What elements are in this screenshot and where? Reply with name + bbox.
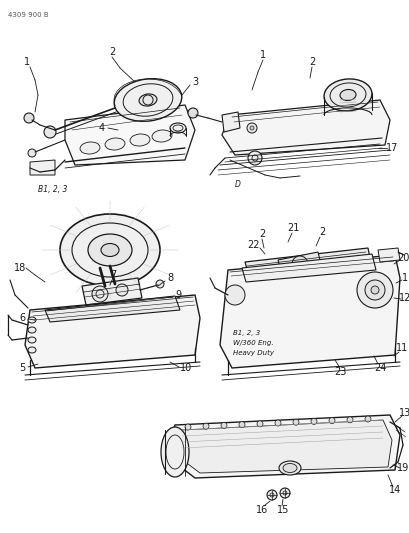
Circle shape [116, 284, 128, 296]
Polygon shape [220, 255, 399, 368]
Polygon shape [241, 254, 375, 282]
Text: D: D [234, 180, 240, 189]
Circle shape [28, 149, 36, 157]
Ellipse shape [114, 79, 181, 122]
Circle shape [184, 424, 191, 430]
Circle shape [220, 422, 227, 429]
Text: 24: 24 [373, 363, 385, 373]
Text: 2: 2 [308, 57, 315, 67]
Circle shape [188, 108, 198, 118]
Circle shape [291, 256, 307, 272]
Circle shape [238, 422, 245, 427]
Ellipse shape [105, 138, 125, 150]
Text: B1, 2, 3: B1, 2, 3 [38, 185, 67, 194]
Circle shape [92, 286, 108, 302]
Text: 1: 1 [259, 50, 265, 60]
Text: 7: 7 [110, 270, 116, 280]
Ellipse shape [28, 347, 36, 353]
Text: 14: 14 [388, 485, 400, 495]
Circle shape [274, 420, 280, 426]
Circle shape [370, 286, 378, 294]
Circle shape [155, 280, 164, 288]
Text: 4: 4 [99, 123, 105, 133]
Polygon shape [221, 112, 239, 132]
Ellipse shape [28, 327, 36, 333]
Text: 22: 22 [247, 240, 260, 250]
Circle shape [246, 123, 256, 133]
Text: 15: 15 [276, 505, 288, 515]
Circle shape [310, 418, 316, 424]
Text: 20: 20 [396, 253, 408, 263]
Ellipse shape [323, 79, 371, 111]
Ellipse shape [88, 234, 132, 266]
Text: 4309 900 B: 4309 900 B [8, 12, 49, 18]
Ellipse shape [101, 244, 119, 256]
Circle shape [279, 488, 289, 498]
Polygon shape [277, 252, 321, 275]
Text: 8: 8 [166, 273, 173, 283]
Text: 11: 11 [395, 343, 407, 353]
Circle shape [266, 490, 276, 500]
Ellipse shape [130, 134, 150, 146]
Polygon shape [377, 248, 399, 262]
Polygon shape [172, 420, 391, 473]
Ellipse shape [28, 337, 36, 343]
Circle shape [356, 272, 392, 308]
Text: 23: 23 [333, 367, 345, 377]
Circle shape [364, 416, 370, 422]
Text: 16: 16 [255, 505, 267, 515]
Text: 19: 19 [396, 463, 408, 473]
Text: 2: 2 [109, 47, 115, 57]
Ellipse shape [139, 94, 157, 106]
Text: 18: 18 [14, 263, 26, 273]
Circle shape [256, 421, 262, 427]
Text: Heavy Duty: Heavy Duty [232, 350, 273, 356]
Text: 2: 2 [258, 229, 265, 239]
Polygon shape [25, 295, 200, 368]
Polygon shape [164, 415, 399, 478]
Polygon shape [245, 248, 371, 280]
Circle shape [247, 151, 261, 165]
Ellipse shape [282, 464, 296, 472]
Circle shape [202, 423, 209, 429]
Text: 2: 2 [318, 227, 324, 237]
Polygon shape [65, 105, 195, 165]
Text: 12: 12 [398, 293, 409, 303]
Text: 17: 17 [385, 143, 397, 153]
Polygon shape [45, 296, 180, 322]
Text: 13: 13 [398, 408, 409, 418]
Text: 1: 1 [24, 57, 30, 67]
Text: 5: 5 [19, 363, 25, 373]
Text: W/360 Eng.: W/360 Eng. [232, 340, 273, 346]
Ellipse shape [161, 427, 189, 477]
Ellipse shape [170, 123, 186, 133]
Circle shape [44, 126, 56, 138]
Ellipse shape [28, 317, 36, 323]
Text: 3: 3 [191, 77, 198, 87]
Text: 21: 21 [286, 223, 299, 233]
Circle shape [292, 419, 298, 425]
Circle shape [143, 95, 153, 105]
Text: B1, 2, 3: B1, 2, 3 [232, 330, 260, 336]
Circle shape [346, 417, 352, 423]
Text: 6: 6 [19, 313, 25, 323]
Circle shape [249, 126, 254, 130]
Circle shape [328, 417, 334, 424]
Polygon shape [82, 278, 142, 305]
Circle shape [225, 285, 245, 305]
Ellipse shape [152, 130, 171, 142]
Ellipse shape [278, 461, 300, 475]
Polygon shape [30, 160, 55, 175]
Ellipse shape [60, 214, 160, 286]
Circle shape [364, 280, 384, 300]
Polygon shape [221, 100, 389, 155]
Text: 9: 9 [175, 290, 181, 300]
Text: 1: 1 [401, 273, 407, 283]
Ellipse shape [80, 142, 100, 154]
Ellipse shape [339, 90, 355, 101]
Circle shape [24, 113, 34, 123]
Text: 10: 10 [180, 363, 192, 373]
